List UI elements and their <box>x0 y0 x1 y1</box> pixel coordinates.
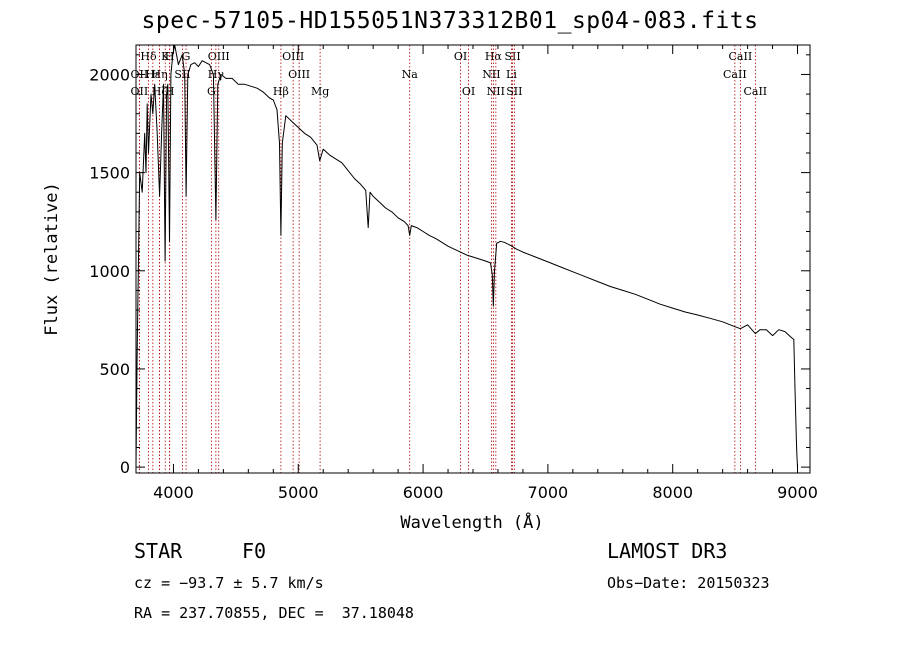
line-label-20: OII <box>131 85 149 98</box>
series-line-0 <box>135 44 798 468</box>
x-tick-label: 6000 <box>403 483 444 502</box>
line-label-13: SII <box>174 68 190 81</box>
survey-name: LAMOST DR3 <box>607 539 728 563</box>
line-label-11: Hε <box>145 68 161 81</box>
line-label-9: CaII <box>729 50 753 63</box>
series-layer <box>135 44 798 468</box>
line-label-8: SII <box>504 50 520 63</box>
line-label-25: Mg <box>311 85 329 98</box>
line-label-28: SII <box>506 85 522 98</box>
line-label-26: OI <box>462 85 475 98</box>
line-label-27: NII <box>487 85 505 98</box>
plot-frame <box>135 44 811 474</box>
observation-date: Obs−Date: 20150323 <box>607 574 770 592</box>
line-label-18: Li <box>506 68 517 81</box>
y-tick-label: 0 <box>120 458 130 477</box>
y-tick-label: 1000 <box>89 262 130 281</box>
y-tick-label: 500 <box>99 360 130 379</box>
x-tick-label: 5000 <box>278 483 319 502</box>
line-label-29: CaII <box>743 85 767 98</box>
line-label-19: CaII <box>723 68 747 81</box>
y-tick-label: 1500 <box>89 164 130 183</box>
line-label-24: Hβ <box>273 85 289 98</box>
x-tick-label: 7000 <box>528 483 569 502</box>
line-label-1: K <box>161 50 170 63</box>
x-tick-label: 4000 <box>153 483 194 502</box>
line-label-7: Hα <box>485 50 503 63</box>
x-axis-label: Wavelength (Å) <box>400 511 543 533</box>
line-label-23: G <box>207 85 216 98</box>
x-tick-label: 9000 <box>777 483 818 502</box>
x-tick-label: 8000 <box>652 483 693 502</box>
y-axis-label: Flux (relative) <box>42 182 62 336</box>
line-label-5: OIII <box>282 50 304 63</box>
coordinates: RA = 237.70855, DEC = 37.18048 <box>134 604 414 622</box>
line-label-14: Hγ <box>208 68 225 81</box>
line-label-0: Hδ <box>140 50 157 63</box>
line-label-17: NII <box>482 68 500 81</box>
line-label-16: Na <box>402 68 419 81</box>
object-class: STAR <box>134 539 183 563</box>
line-label-3: G <box>182 50 191 63</box>
y-tick-label: 2000 <box>89 65 130 84</box>
line-label-15: OIII <box>288 68 310 81</box>
ticks-layer: 4000 5000 6000 7000 8000 9000 0 500 1000 1500 2000 <box>89 45 818 502</box>
line-label-22: H <box>165 85 175 98</box>
redshift-velocity: cz = −93.7 ± 5.7 km/s <box>134 574 324 592</box>
line-label-6: OI <box>454 50 467 63</box>
chart-title: spec-57105-HD155051N373312B01_sp04-083.f… <box>141 8 759 34</box>
line-label-4: OIII <box>208 50 230 63</box>
subclass: F0 <box>242 539 267 563</box>
